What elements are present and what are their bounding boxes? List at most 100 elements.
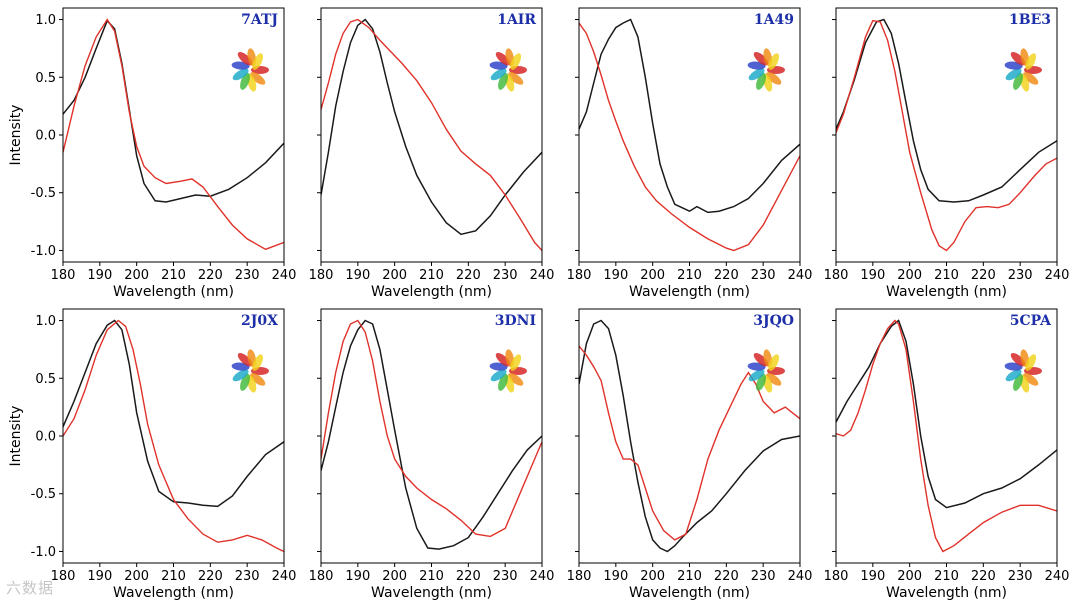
x-tick-label: 190 bbox=[860, 268, 885, 283]
x-tick-label: 200 bbox=[382, 268, 407, 283]
series-line-red bbox=[836, 19, 1057, 252]
plot-frame bbox=[320, 308, 543, 564]
x-tick-label: 190 bbox=[345, 569, 370, 584]
panel-3dni: 180 190 200 210 220 230 240 Wavelength (nm) 3DNI bbox=[309, 308, 554, 601]
protein-helix bbox=[1005, 68, 1022, 81]
series-line-black bbox=[579, 319, 800, 553]
protein-helix bbox=[495, 51, 511, 66]
x-tick-label: 220 bbox=[971, 268, 996, 283]
plot-frame bbox=[62, 308, 285, 564]
protein-helix bbox=[1025, 354, 1037, 371]
y-tick-label: 1.0 bbox=[35, 13, 56, 28]
protein-helix bbox=[1013, 373, 1023, 391]
x-tick-label: 240 bbox=[788, 569, 813, 584]
x-tick-label: 210 bbox=[934, 268, 959, 283]
x-tick-label: 190 bbox=[87, 569, 112, 584]
series-line-red bbox=[836, 319, 1057, 553]
protein-structure-image bbox=[231, 349, 269, 393]
series-line-black bbox=[579, 18, 800, 214]
series-line-red bbox=[579, 345, 800, 541]
protein-helix bbox=[498, 72, 508, 90]
panel-title: 1BE3 bbox=[1009, 12, 1051, 28]
x-tick-label: 220 bbox=[198, 268, 223, 283]
x-tick-label: 220 bbox=[714, 268, 739, 283]
protein-helix bbox=[1010, 352, 1026, 367]
x-tick-label: 200 bbox=[382, 569, 407, 584]
protein-helix bbox=[748, 369, 765, 382]
protein-structure-image bbox=[747, 349, 785, 393]
x-tick-label: 240 bbox=[1045, 268, 1070, 283]
protein-helix bbox=[490, 68, 507, 81]
protein-helix bbox=[508, 72, 524, 85]
x-tick-label: 240 bbox=[272, 268, 297, 283]
x-tick-label: 210 bbox=[161, 569, 186, 584]
x-tick-label: 200 bbox=[124, 268, 149, 283]
y-tick-label: 0.0 bbox=[35, 430, 56, 445]
protein-helix bbox=[232, 68, 249, 81]
x-tick-label: 220 bbox=[456, 268, 481, 283]
series-line-black bbox=[321, 319, 542, 550]
panel-1be3: 180 190 200 210 220 230 240 Wavelength (nm) 1BE3 bbox=[824, 7, 1070, 300]
x-axis-label: Wavelength (nm) bbox=[371, 585, 492, 601]
y-tick-label: 0.5 bbox=[35, 71, 56, 86]
series-line-black bbox=[836, 319, 1057, 509]
x-axis-label: Wavelength (nm) bbox=[886, 284, 1007, 300]
x-tick-label: 220 bbox=[971, 569, 996, 584]
panel-title: 3DNI bbox=[495, 313, 536, 329]
x-tick-label: 180 bbox=[309, 569, 334, 584]
protein-structure-image bbox=[489, 48, 527, 92]
series-line-black bbox=[836, 18, 1057, 203]
x-tick-label: 240 bbox=[1045, 569, 1070, 584]
protein-helix bbox=[1010, 51, 1026, 66]
x-tick-label: 200 bbox=[640, 569, 665, 584]
protein-helix bbox=[252, 354, 264, 371]
protein-helix bbox=[768, 354, 780, 371]
y-tick-label: 0.5 bbox=[35, 372, 56, 387]
x-tick-label: 190 bbox=[860, 569, 885, 584]
panel-1a49: 180 190 200 210 220 230 240 Wavelength (nm) 1A49 bbox=[567, 7, 812, 300]
x-tick-label: 190 bbox=[603, 268, 628, 283]
protein-helix bbox=[1013, 72, 1023, 90]
protein-helix bbox=[490, 369, 507, 382]
x-tick-label: 240 bbox=[272, 569, 297, 584]
series-line-red bbox=[63, 18, 284, 251]
protein-helix bbox=[250, 72, 266, 85]
series-line-red bbox=[321, 18, 542, 251]
plot-frame bbox=[578, 308, 801, 564]
plot-frame bbox=[578, 7, 801, 263]
protein-helix bbox=[748, 68, 765, 81]
x-tick-label: 220 bbox=[714, 569, 739, 584]
protein-helix bbox=[508, 373, 524, 386]
panel-title: 5CPA bbox=[1010, 313, 1052, 329]
panel-title: 1AIR bbox=[497, 12, 536, 28]
x-tick-label: 200 bbox=[897, 268, 922, 283]
panel-2j0x: 180 190 200 210 220 230 240 -1.0 -0.5 0.0 0.5 1.0 Wa… bbox=[8, 308, 297, 601]
x-axis-label: Wavelength (nm) bbox=[113, 284, 234, 300]
y-axis-label: Intensity bbox=[8, 406, 24, 467]
x-axis-label: Wavelength (nm) bbox=[886, 585, 1007, 601]
x-tick-label: 200 bbox=[897, 569, 922, 584]
x-tick-label: 220 bbox=[456, 569, 481, 584]
x-tick-label: 230 bbox=[493, 268, 518, 283]
protein-helix bbox=[252, 53, 264, 70]
protein-helix bbox=[510, 354, 522, 371]
y-tick-label: -0.5 bbox=[31, 186, 56, 201]
protein-helix bbox=[240, 72, 250, 90]
plot-frame bbox=[835, 7, 1058, 263]
x-tick-label: 210 bbox=[419, 569, 444, 584]
y-axis-label: Intensity bbox=[8, 105, 24, 166]
x-tick-label: 230 bbox=[1008, 569, 1033, 584]
protein-helix bbox=[1023, 72, 1039, 85]
x-tick-label: 190 bbox=[87, 268, 112, 283]
series-line-red bbox=[321, 319, 542, 538]
protein-helix bbox=[237, 352, 253, 367]
panel-title: 7ATJ bbox=[241, 12, 278, 28]
panel-7atj: 180 190 200 210 220 230 240 -1.0 -0.5 0.0 0.5 1.0 Wa… bbox=[8, 7, 297, 300]
plot-frame bbox=[62, 7, 285, 263]
protein-helix bbox=[753, 51, 769, 66]
protein-helix bbox=[753, 352, 769, 367]
x-axis-label: Wavelength (nm) bbox=[629, 284, 750, 300]
y-tick-label: -1.0 bbox=[31, 244, 56, 259]
protein-helix bbox=[768, 53, 780, 70]
